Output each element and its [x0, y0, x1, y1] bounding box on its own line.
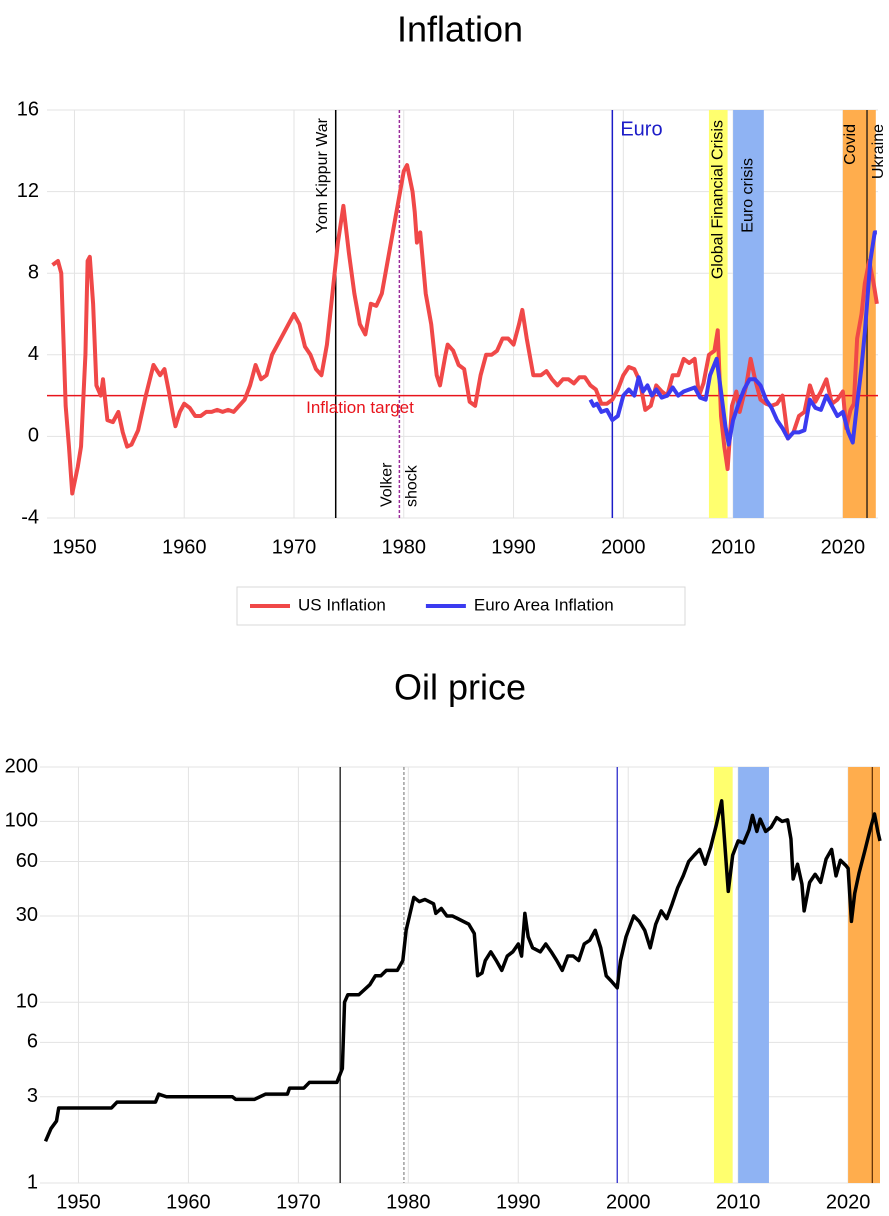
shaded-period — [738, 767, 769, 1183]
chart-title: Inflation — [397, 9, 523, 50]
data-line — [588, 230, 877, 447]
y-tick-label: 4 — [28, 343, 39, 365]
period-label: Euro crisis — [740, 158, 757, 233]
target-label: Inflation target — [306, 398, 414, 417]
legend-label: Euro Area Inflation — [474, 595, 614, 614]
data-line — [43, 799, 882, 1143]
y-tick-label: 100 — [5, 810, 38, 832]
x-tick-label: 1990 — [496, 1191, 541, 1213]
x-tick-label: 1980 — [386, 1191, 431, 1213]
y-tick-label: -4 — [21, 506, 39, 528]
y-tick-label: 8 — [28, 261, 39, 283]
x-tick-label: 2010 — [711, 536, 756, 558]
x-tick-label: 2010 — [716, 1191, 761, 1213]
y-tick-label: 16 — [17, 98, 39, 120]
x-tick-label: 2020 — [821, 536, 866, 558]
y-tick-label: 1 — [27, 1171, 38, 1193]
shaded-period — [842, 110, 876, 518]
x-tick-label: 2000 — [601, 536, 646, 558]
shaded-period — [733, 110, 764, 518]
y-tick-label: 3 — [27, 1085, 38, 1107]
legend: US Inflation Euro Area Inflation — [236, 586, 686, 626]
legend-label: US Inflation — [298, 595, 386, 614]
x-tick-label: 1950 — [56, 1191, 101, 1213]
x-tick-label: 1990 — [491, 536, 536, 558]
x-tick-label: 2020 — [826, 1191, 871, 1213]
event-label: Volker — [379, 462, 396, 507]
y-tick-label: 30 — [16, 904, 38, 926]
y-tick-label: 200 — [5, 755, 38, 777]
y-tick-label: 10 — [16, 990, 38, 1012]
y-tick-label: 12 — [17, 180, 39, 202]
chart-title: Oil price — [394, 667, 526, 708]
y-tick-label: 0 — [28, 425, 39, 447]
x-tick-label: 1970 — [272, 536, 317, 558]
x-tick-label: 1980 — [382, 536, 427, 558]
period-label: Global Financial Crisis — [709, 120, 726, 279]
x-tick-label: 1970 — [276, 1191, 321, 1213]
x-tick-label: 1960 — [166, 1191, 211, 1213]
y-tick-label: 6 — [27, 1031, 38, 1053]
event-label: Ukraine — [870, 124, 887, 179]
event-label: Yom Kippur War — [314, 117, 331, 233]
x-tick-label: 1960 — [162, 536, 207, 558]
shaded-period — [848, 767, 880, 1183]
event-label: Euro — [620, 118, 662, 140]
event-label: shock — [404, 464, 421, 507]
y-tick-label: 60 — [16, 850, 38, 872]
period-label: Covid — [842, 124, 859, 165]
x-tick-label: 1950 — [52, 536, 97, 558]
x-tick-label: 2000 — [606, 1191, 651, 1213]
